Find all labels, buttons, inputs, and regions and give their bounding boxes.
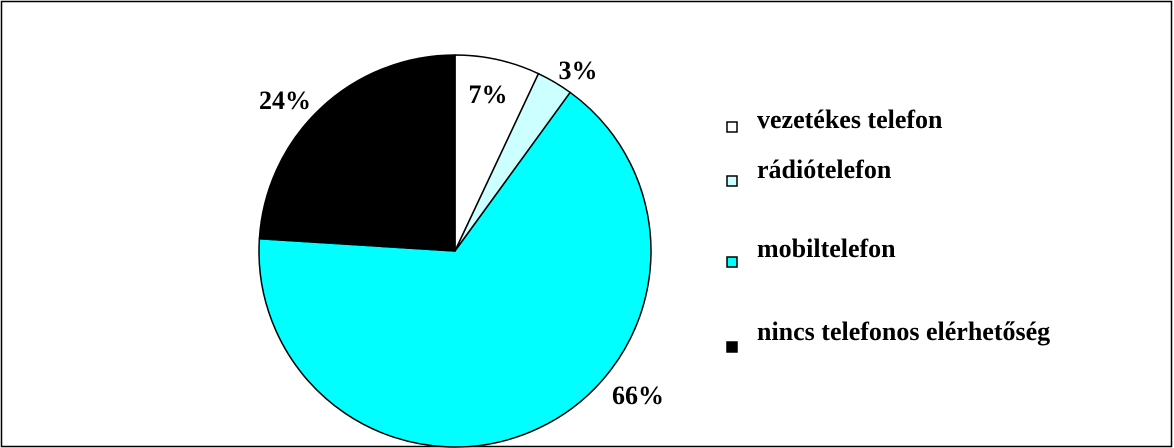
legend-label: vezetékes telefon bbox=[757, 105, 943, 134]
legend-label: mobiltelefon bbox=[757, 234, 896, 263]
data-label: 24% bbox=[259, 86, 311, 115]
pie: 7% 3% 66% 24% bbox=[258, 54, 664, 448]
data-label: 7% bbox=[469, 80, 508, 109]
legend-marker bbox=[726, 256, 738, 268]
legend-marker bbox=[726, 121, 738, 133]
data-label: 3% bbox=[559, 56, 598, 85]
legend-marker bbox=[726, 175, 738, 187]
pie-slice bbox=[258, 91, 652, 448]
legend-label: rádiótelefon bbox=[757, 155, 892, 184]
legend-label: nincs telefonos elérhetőség bbox=[757, 317, 1050, 346]
legend-marker bbox=[726, 341, 738, 353]
data-label: 66% bbox=[612, 381, 664, 410]
legend: vezetékes telefon rádiótelefon mobiltelefo… bbox=[726, 105, 1050, 353]
pie-slice bbox=[258, 54, 456, 252]
